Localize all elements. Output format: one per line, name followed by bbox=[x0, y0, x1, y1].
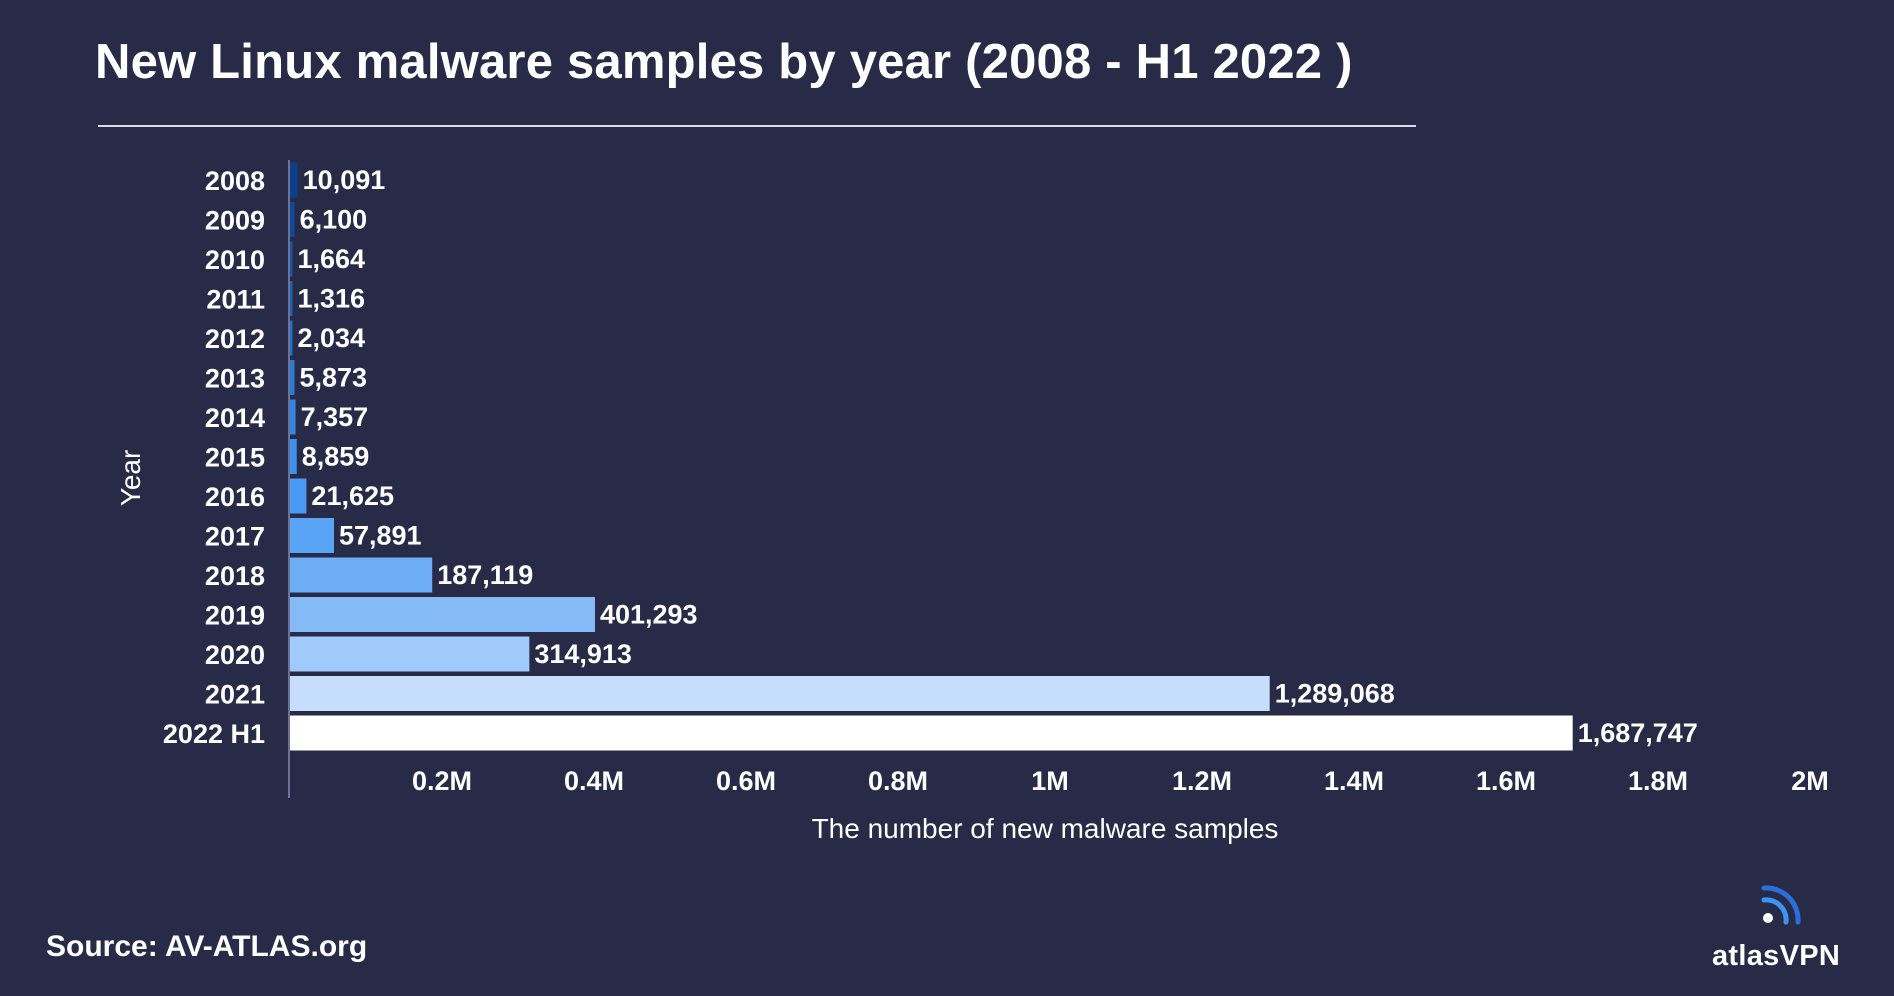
bar-2009 bbox=[290, 202, 295, 237]
data-label-2022-h1: 1,687,747 bbox=[1578, 718, 1698, 748]
x-tick-label: 1.8M bbox=[1628, 766, 1688, 796]
category-label-2018: 2018 bbox=[205, 561, 265, 591]
data-labels-layer: 10,091 6,100 1,664 1,316 2,034 5,873 7,357 8,85… bbox=[298, 165, 1698, 748]
data-label-2016: 21,625 bbox=[311, 481, 394, 511]
data-label-2019: 401,293 bbox=[600, 600, 698, 630]
category-label-2010: 2010 bbox=[205, 245, 265, 275]
data-label-2011: 1,316 bbox=[298, 284, 366, 314]
page-title: New Linux malware samples by year (2008 … bbox=[95, 35, 1353, 89]
atlasvpn-logo: atlasVPN bbox=[1700, 880, 1860, 980]
data-label-2015: 8,859 bbox=[302, 442, 370, 472]
bar-2010 bbox=[290, 241, 293, 277]
bar-2017 bbox=[290, 518, 334, 553]
category-labels-layer: 2008 2009 2010 2011 2012 2013 2014 2015 2016 2017… bbox=[163, 166, 265, 749]
bar-2019 bbox=[290, 597, 595, 632]
data-label-2009: 6,100 bbox=[300, 205, 368, 235]
bar-chart: 10,091 6,100 1,664 1,316 2,034 5,873 7,357 8,85… bbox=[115, 160, 1829, 844]
category-label-2016: 2016 bbox=[205, 482, 265, 512]
category-label-2014: 2014 bbox=[205, 403, 265, 433]
data-label-2020: 314,913 bbox=[534, 639, 632, 669]
bar-2013 bbox=[290, 360, 295, 395]
data-label-2010: 1,664 bbox=[298, 244, 366, 274]
x-tick-labels-layer: 0.2M 0.4M 0.6M 0.8M 1M 1.2M 1.4M 1.6M 1.8M 2M bbox=[412, 766, 1829, 796]
x-tick-label: 0.8M bbox=[868, 766, 928, 796]
x-tick-label: 1.2M bbox=[1172, 766, 1232, 796]
bar-2020 bbox=[290, 636, 530, 672]
category-label-2009: 2009 bbox=[205, 206, 265, 236]
bar-2014 bbox=[290, 399, 296, 435]
data-label-2017: 57,891 bbox=[339, 521, 422, 551]
bars-layer bbox=[290, 162, 1573, 751]
data-label-2018: 187,119 bbox=[437, 560, 533, 590]
x-tick-label: 1.4M bbox=[1324, 766, 1384, 796]
x-tick-label: 0.6M bbox=[716, 766, 776, 796]
data-label-2014: 7,357 bbox=[301, 402, 369, 432]
x-tick-label: 0.2M bbox=[412, 766, 472, 796]
bar-2021 bbox=[290, 676, 1270, 711]
x-axis-title: The number of new malware samples bbox=[812, 813, 1279, 844]
data-label-2012: 2,034 bbox=[298, 323, 366, 353]
data-label-2013: 5,873 bbox=[299, 363, 367, 393]
x-tick-label: 2M bbox=[1791, 766, 1829, 796]
x-tick-label: 1M bbox=[1031, 766, 1069, 796]
bar-2008 bbox=[290, 162, 298, 198]
bar-2016 bbox=[290, 478, 307, 514]
category-label-2015: 2015 bbox=[205, 443, 265, 473]
data-label-2008: 10,091 bbox=[303, 165, 386, 195]
source-label: Source: bbox=[46, 930, 158, 963]
title-divider bbox=[98, 125, 1416, 127]
category-label-2020: 2020 bbox=[205, 640, 265, 670]
category-label-2011: 2011 bbox=[206, 285, 265, 315]
category-label-2021: 2021 bbox=[205, 680, 265, 710]
category-label-2012: 2012 bbox=[205, 324, 265, 354]
category-label-2013: 2013 bbox=[205, 364, 265, 394]
source-value: AV-ATLAS.org bbox=[164, 930, 368, 963]
logo-text: atlasVPN bbox=[1712, 940, 1841, 972]
bar-2015 bbox=[290, 439, 297, 474]
signal-wave-icon bbox=[1761, 885, 1801, 925]
y-axis-title: Year bbox=[115, 450, 146, 507]
source-note: Source: AV-ATLAS.org bbox=[46, 930, 367, 964]
category-label-2022-h1: 2022 H1 bbox=[163, 719, 265, 749]
x-tick-label: 0.4M bbox=[564, 766, 624, 796]
bar-2022-h1 bbox=[290, 715, 1573, 751]
bar-2012 bbox=[290, 320, 293, 356]
x-tick-label: 1.6M bbox=[1476, 766, 1536, 796]
category-label-2019: 2019 bbox=[205, 601, 265, 631]
bar-2011 bbox=[290, 281, 293, 316]
category-label-2017: 2017 bbox=[205, 522, 265, 552]
data-label-2021: 1,289,068 bbox=[1275, 679, 1395, 709]
category-label-2008: 2008 bbox=[205, 166, 265, 196]
bar-2018 bbox=[290, 557, 433, 593]
